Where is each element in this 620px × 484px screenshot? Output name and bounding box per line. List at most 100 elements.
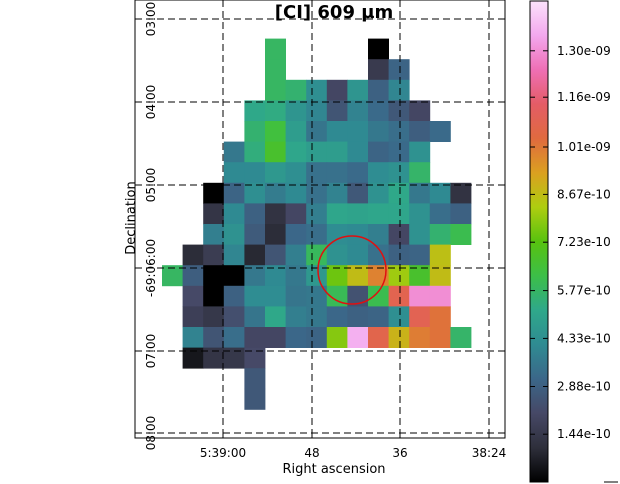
heatmap-cell — [347, 203, 369, 225]
heatmap-cell — [409, 285, 431, 307]
heatmap-cell — [347, 224, 369, 245]
heatmap-cell — [347, 100, 369, 122]
heatmap-cell — [285, 224, 307, 245]
colorbar — [529, 0, 549, 483]
heatmap-cell — [409, 141, 431, 163]
heatmap-cell — [244, 141, 266, 163]
heatmap-cell — [285, 100, 307, 122]
heatmap-cell — [409, 100, 431, 122]
heatmap-cell — [244, 285, 266, 307]
heatmap-cell — [388, 244, 410, 266]
heatmap-cell — [368, 121, 389, 142]
heatmap-cell — [368, 59, 389, 81]
heatmap-cell — [265, 162, 286, 184]
heatmap-cell — [326, 182, 348, 204]
heatmap-cell — [388, 79, 410, 101]
heatmap-cell — [265, 327, 286, 348]
heatmap-cell — [429, 327, 451, 348]
heatmap-cell — [347, 79, 369, 101]
heatmap-cell — [388, 162, 410, 184]
heatmap-cell — [388, 100, 410, 122]
heatmap-cell — [347, 182, 369, 204]
heatmap-cell — [326, 162, 348, 184]
heatmap-cell — [326, 224, 348, 245]
red-circle-annotation — [317, 235, 387, 305]
heatmap-cell — [409, 162, 431, 184]
heatmap-cell — [368, 327, 389, 348]
heatmap-cell — [182, 347, 204, 369]
heatmap-cell — [388, 59, 410, 81]
heatmap-cell — [306, 285, 328, 307]
heatmap-cell — [244, 368, 266, 390]
x-tick-label: 5:39:00 — [200, 446, 246, 460]
heatmap-cell — [244, 121, 266, 142]
heatmap-cell — [368, 203, 389, 225]
heatmap-cell — [265, 59, 286, 81]
heatmap-cell — [306, 182, 328, 204]
x-tick-label: 48 — [304, 446, 319, 460]
heatmap-cell — [306, 100, 328, 122]
heatmap-cell — [368, 244, 389, 266]
heatmap-cell — [409, 327, 431, 348]
colorbar-tick-label: 1.01e-09 — [557, 140, 611, 154]
heatmap-cell — [409, 306, 431, 328]
heatmap-cell — [450, 224, 472, 245]
plot-frame — [134, 0, 506, 439]
y-axis-label: Declination — [124, 181, 139, 255]
heatmap-cell — [388, 285, 410, 307]
heatmap-cell — [223, 327, 245, 348]
heatmap-cell — [326, 244, 348, 266]
heatmap-cell — [368, 100, 389, 122]
heatmap-cell — [265, 244, 286, 266]
heatmap-cell — [429, 306, 451, 328]
heatmap-cell — [203, 182, 225, 204]
heatmap-cell — [368, 306, 389, 328]
heatmap-cell — [368, 285, 389, 307]
x-axis-label: Right ascension — [282, 462, 385, 477]
heatmap-cell — [244, 203, 266, 225]
heatmap-cell — [265, 265, 286, 287]
heatmap-cell — [162, 265, 183, 287]
heatmap-cell — [429, 265, 451, 287]
heatmap-cell — [182, 244, 204, 266]
heatmap-cell — [285, 141, 307, 163]
heatmap-cell — [223, 306, 245, 328]
y-tick-label: 08:00 — [144, 416, 158, 451]
heatmap-cell — [223, 244, 245, 266]
heatmap-cell — [326, 306, 348, 328]
heatmap-cell — [409, 203, 431, 225]
heatmap-cell — [244, 100, 266, 122]
heatmap-cell — [203, 203, 225, 225]
y-tick-label: 04:00 — [144, 85, 158, 120]
heatmap-cell — [429, 244, 451, 266]
heatmap-cell — [285, 121, 307, 142]
heatmap-cell — [244, 327, 266, 348]
heatmap-cell — [326, 203, 348, 225]
heatmap-cell — [265, 306, 286, 328]
heatmap-cell — [429, 121, 451, 142]
heatmap-cell — [223, 162, 245, 184]
heatmap-cell — [285, 285, 307, 307]
heatmap-cell — [182, 327, 204, 348]
heatmap-cell — [409, 224, 431, 245]
heatmap-cell — [306, 121, 328, 142]
heatmap-cell — [223, 265, 245, 287]
heatmap-cell — [326, 79, 348, 101]
heatmap-cell — [306, 162, 328, 184]
colorbar-tick-label: 2.88e-10 — [557, 380, 611, 394]
y-tick-label: -69:06:00 — [144, 239, 158, 297]
heatmap-cell — [347, 162, 369, 184]
heatmap-cell — [347, 327, 369, 348]
heatmap-cell — [306, 79, 328, 101]
heatmap-cells — [162, 38, 472, 410]
heatmap-cell — [285, 79, 307, 101]
heatmap-cell — [368, 224, 389, 245]
heatmap-cell — [265, 100, 286, 122]
heatmap-cell — [244, 265, 266, 287]
heatmap-cell — [306, 224, 328, 245]
heatmap-cell — [285, 306, 307, 328]
heatmap-cell — [347, 306, 369, 328]
heatmap-cell — [429, 285, 451, 307]
x-tick-label: 36 — [392, 446, 407, 460]
